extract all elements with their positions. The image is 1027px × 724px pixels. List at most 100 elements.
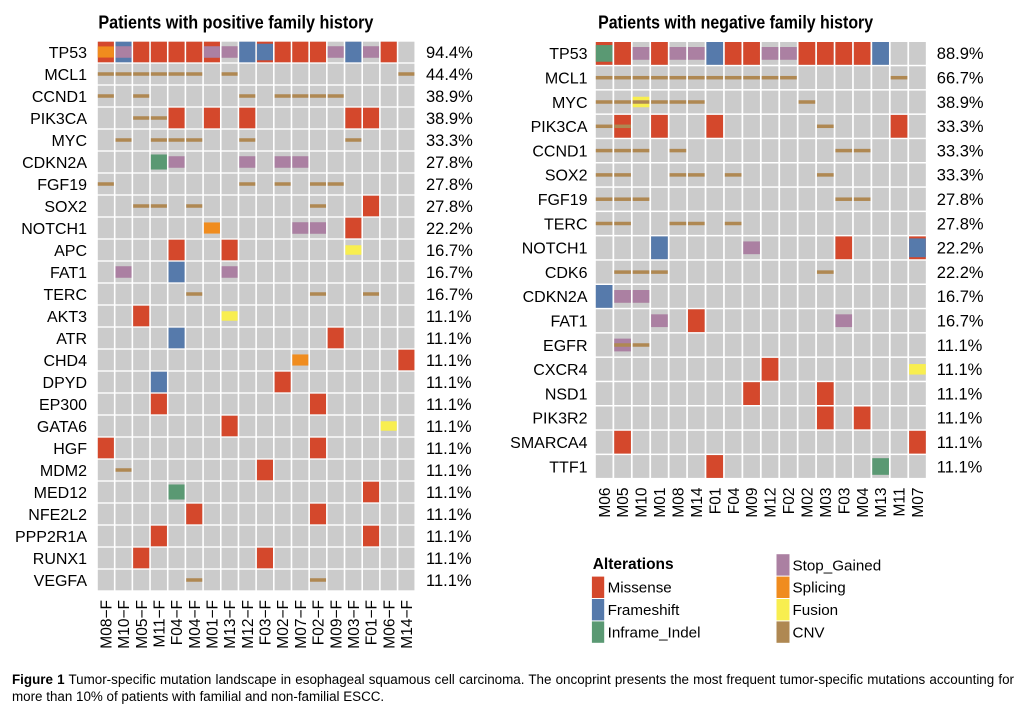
svg-text:M11−F: M11−F [152, 600, 169, 648]
svg-text:M12: M12 [763, 488, 780, 518]
svg-text:PIK3CA: PIK3CA [531, 119, 588, 136]
svg-text:M03−F: M03−F [346, 600, 363, 649]
svg-text:PPP2R1A: PPP2R1A [15, 529, 87, 546]
svg-text:TP53: TP53 [549, 46, 587, 63]
svg-text:11.1%: 11.1% [426, 396, 472, 414]
svg-text:11.1%: 11.1% [426, 550, 472, 568]
svg-text:38.9%: 38.9% [426, 110, 473, 128]
svg-text:M10−F: M10−F [116, 600, 133, 649]
svg-text:F02−F: F02−F [311, 600, 328, 645]
svg-text:Inframe_Indel: Inframe_Indel [608, 625, 701, 642]
svg-text:27.8%: 27.8% [426, 154, 473, 172]
svg-text:ATR: ATR [56, 331, 87, 348]
svg-text:88.9%: 88.9% [937, 45, 984, 63]
svg-text:F04−F: F04−F [169, 600, 186, 645]
svg-text:M08: M08 [671, 488, 688, 518]
svg-text:22.2%: 22.2% [937, 240, 984, 258]
svg-text:AKT3: AKT3 [47, 309, 87, 326]
svg-text:16.7%: 16.7% [937, 288, 984, 306]
svg-text:F04: F04 [726, 487, 743, 514]
svg-text:33.3%: 33.3% [937, 118, 984, 136]
svg-text:Splicing: Splicing [793, 580, 846, 597]
svg-text:SMARCA4: SMARCA4 [510, 435, 587, 452]
svg-text:M14−F: M14−F [399, 600, 416, 649]
svg-text:11.1%: 11.1% [937, 337, 983, 355]
svg-text:11.1%: 11.1% [426, 308, 472, 326]
svg-text:NFE2L2: NFE2L2 [28, 507, 87, 524]
svg-text:M02−F: M02−F [275, 600, 292, 649]
svg-text:22.2%: 22.2% [426, 220, 473, 238]
svg-text:M13: M13 [873, 488, 890, 518]
svg-text:11.1%: 11.1% [426, 440, 472, 458]
svg-text:Missense: Missense [608, 580, 672, 597]
svg-text:Alterations: Alterations [593, 556, 674, 573]
svg-text:33.3%: 33.3% [426, 132, 473, 150]
svg-text:16.7%: 16.7% [937, 313, 984, 331]
svg-text:F02: F02 [781, 488, 798, 515]
svg-text:FAT1: FAT1 [50, 265, 87, 282]
svg-text:TP53: TP53 [49, 45, 87, 62]
svg-text:F01−F: F01−F [364, 600, 381, 645]
svg-text:Stop_Gained: Stop_Gained [793, 557, 882, 574]
svg-text:Frameshift: Frameshift [608, 602, 681, 619]
svg-text:M11: M11 [892, 488, 909, 517]
svg-text:Fusion: Fusion [793, 602, 839, 619]
svg-text:M03: M03 [818, 488, 835, 518]
svg-text:27.8%: 27.8% [937, 215, 984, 233]
svg-text:TTF1: TTF1 [549, 459, 587, 476]
svg-text:MCL1: MCL1 [545, 71, 588, 88]
svg-text:11.1%: 11.1% [426, 330, 472, 348]
svg-text:Patients with negative family: Patients with negative family history [598, 11, 873, 32]
svg-text:66.7%: 66.7% [937, 70, 984, 88]
svg-text:MYC: MYC [552, 95, 588, 112]
svg-text:22.2%: 22.2% [937, 264, 984, 282]
svg-text:NOTCH1: NOTCH1 [522, 241, 588, 258]
svg-text:M06−F: M06−F [381, 600, 398, 649]
svg-text:44.4%: 44.4% [426, 66, 473, 84]
svg-text:M07: M07 [910, 488, 927, 518]
svg-text:M05: M05 [615, 488, 632, 518]
svg-text:M02: M02 [800, 488, 817, 518]
svg-text:M13−F: M13−F [222, 600, 239, 649]
svg-text:11.1%: 11.1% [937, 361, 983, 379]
svg-text:F03: F03 [836, 488, 853, 515]
svg-text:94.4%: 94.4% [426, 44, 473, 62]
svg-text:FGF19: FGF19 [538, 192, 588, 209]
svg-text:CCND1: CCND1 [532, 143, 587, 160]
svg-text:APC: APC [54, 243, 87, 260]
svg-text:NSD1: NSD1 [545, 386, 588, 403]
svg-text:NOTCH1: NOTCH1 [21, 221, 87, 238]
svg-text:MYC: MYC [51, 133, 87, 150]
svg-text:27.8%: 27.8% [426, 198, 473, 216]
svg-text:PIK3CA: PIK3CA [30, 111, 87, 128]
svg-text:11.1%: 11.1% [937, 385, 983, 403]
svg-text:FAT1: FAT1 [550, 314, 587, 331]
svg-text:Patients with positive family: Patients with positive family history [98, 11, 373, 32]
svg-text:TERC: TERC [544, 216, 588, 233]
svg-text:11.1%: 11.1% [937, 410, 983, 428]
svg-text:TERC: TERC [43, 287, 87, 304]
svg-text:CNV: CNV [793, 625, 826, 642]
svg-text:CCND1: CCND1 [32, 89, 87, 106]
svg-text:M12−F: M12−F [240, 600, 257, 649]
svg-text:M04: M04 [855, 487, 872, 518]
svg-text:33.3%: 33.3% [937, 142, 984, 160]
svg-text:DPYD: DPYD [43, 375, 87, 392]
svg-text:MDM2: MDM2 [40, 463, 87, 480]
svg-text:M04−F: M04−F [187, 600, 204, 649]
svg-text:CXCR4: CXCR4 [533, 362, 587, 379]
svg-text:16.7%: 16.7% [426, 242, 473, 260]
svg-text:PIK3R2: PIK3R2 [532, 411, 587, 428]
svg-text:EGFR: EGFR [543, 338, 587, 355]
svg-text:MED12: MED12 [34, 485, 87, 502]
svg-text:M01−F: M01−F [205, 600, 222, 649]
svg-text:11.1%: 11.1% [426, 418, 472, 436]
svg-text:11.1%: 11.1% [426, 374, 472, 392]
svg-text:M09−F: M09−F [328, 600, 345, 649]
svg-text:FGF19: FGF19 [37, 177, 87, 194]
svg-text:CDKN2A: CDKN2A [22, 155, 87, 172]
svg-text:GATA6: GATA6 [37, 419, 87, 436]
svg-text:11.1%: 11.1% [426, 462, 472, 480]
svg-text:16.7%: 16.7% [426, 264, 473, 282]
svg-text:33.3%: 33.3% [937, 167, 984, 185]
